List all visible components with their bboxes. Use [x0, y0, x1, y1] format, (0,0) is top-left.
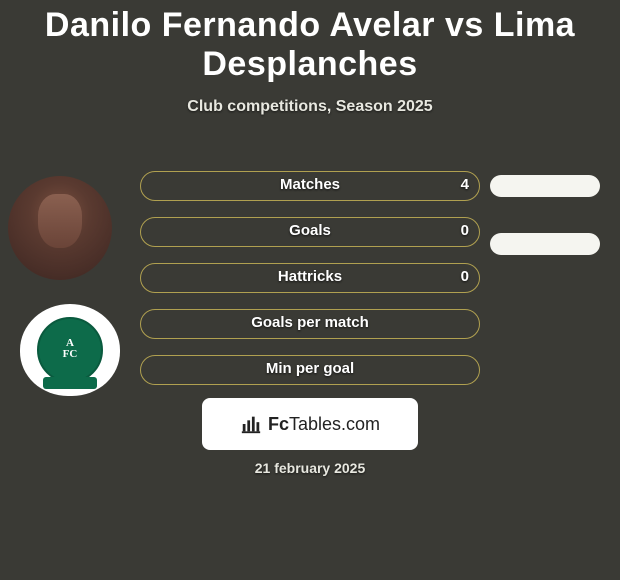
stat-pill-center: Min per goal: [140, 355, 480, 385]
brand-text-b: Tables.com: [289, 414, 380, 434]
stat-left-value: 4: [461, 176, 469, 193]
page-subtitle: Club competitions, Season 2025: [0, 98, 620, 116]
stat-label: Min per goal: [141, 360, 479, 377]
stat-row: Min per goal: [0, 349, 620, 395]
stat-label: Hattricks: [141, 268, 479, 285]
stat-label: Goals: [141, 222, 479, 239]
page-title: Danilo Fernando Avelar vs Lima Desplanch…: [0, 0, 620, 84]
stat-label: Matches: [141, 176, 479, 193]
stat-pill-center: Goals per match: [140, 309, 480, 339]
comparison-card: Danilo Fernando Avelar vs Lima Desplanch…: [0, 0, 620, 460]
stat-pill-center: Hattricks0: [140, 263, 480, 293]
bar-chart-icon: [240, 413, 262, 435]
brand-logo[interactable]: FcTables.com: [202, 398, 418, 450]
stat-left-value: 0: [461, 268, 469, 285]
stat-left-value: 0: [461, 222, 469, 239]
stat-pill-center: Matches4: [140, 171, 480, 201]
stat-row: Matches4: [0, 165, 620, 211]
stat-row: Goals0: [0, 211, 620, 257]
stat-rows: Matches4Goals0Hattricks0Goals per matchM…: [0, 165, 620, 395]
stat-pill-center: Goals0: [140, 217, 480, 247]
stat-label: Goals per match: [141, 314, 479, 331]
stat-row: Goals per match: [0, 303, 620, 349]
stat-right-pill: [490, 233, 600, 255]
stat-right-pill: [490, 175, 600, 197]
stat-row: Hattricks0: [0, 257, 620, 303]
footer-date: 21 february 2025: [0, 460, 620, 476]
brand-text-a: Fc: [268, 414, 289, 434]
